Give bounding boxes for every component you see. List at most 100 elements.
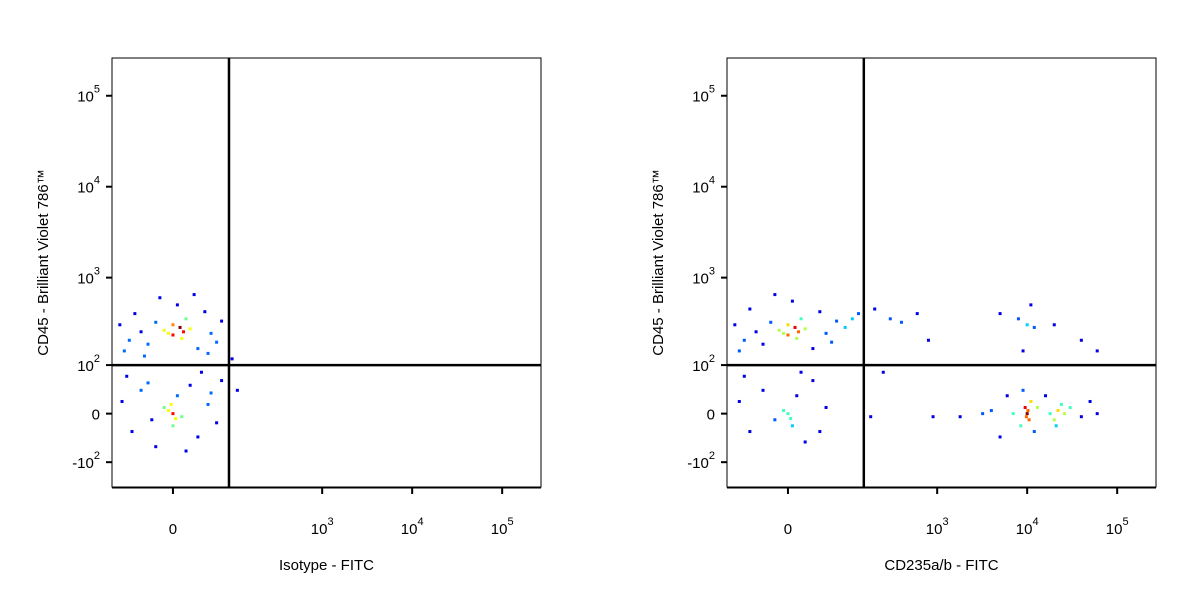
event-dot [790, 299, 794, 303]
event-dot [830, 340, 834, 344]
event-dot [174, 417, 178, 421]
event-dot [761, 388, 765, 392]
event-dot [150, 418, 154, 422]
x-tick-label-exponent: 4 [417, 516, 423, 528]
event-dot [196, 435, 200, 439]
event-dot [215, 340, 219, 344]
y-tick-label: 104 [77, 175, 100, 197]
x-tick-label-base: 10 [1016, 521, 1033, 538]
x-tick-label-exponent: 5 [507, 516, 513, 528]
event-dot [796, 330, 800, 334]
y-tick-label-base: -10 [72, 455, 94, 472]
event-dot [733, 323, 737, 327]
event-dot [1023, 405, 1027, 409]
event-dot [1095, 349, 1099, 353]
event-dot [998, 312, 1002, 316]
y-tick-label-exponent: 3 [709, 266, 715, 278]
event-dot [888, 317, 892, 321]
x-tick-label: 105 [491, 516, 514, 538]
event-dot [850, 317, 854, 321]
event-dot [773, 418, 777, 422]
y-tick-label-exponent: 2 [94, 353, 100, 365]
event-dot [869, 415, 873, 419]
event-dot [843, 325, 847, 329]
event-dot [1052, 323, 1056, 327]
event-dot [1019, 424, 1023, 428]
event-dot [122, 349, 126, 353]
y-tick-label: 104 [692, 175, 715, 197]
event-dot [998, 435, 1002, 439]
event-dot [1056, 409, 1060, 413]
x-tick-label-base: 10 [401, 521, 418, 538]
y-tick-label-base: 10 [692, 271, 709, 288]
event-dot [1044, 394, 1048, 398]
event-dot [748, 307, 752, 311]
event-dot [175, 303, 179, 307]
event-dot [1025, 412, 1029, 416]
event-dot [139, 388, 143, 392]
event-dot [793, 325, 797, 329]
x-axis-title: Isotype - FITC [279, 557, 374, 574]
event-dot [824, 405, 828, 409]
event-dot [1035, 405, 1039, 409]
event-dot [215, 421, 219, 425]
x-tick-label: 103 [311, 516, 334, 538]
event-dot [146, 381, 150, 385]
y-axis-title: CD45 - Brilliant Violet 786™ [650, 169, 667, 355]
event-dot [1032, 430, 1036, 434]
event-dot [835, 319, 839, 323]
event-dot [171, 412, 175, 416]
event-dot [188, 383, 192, 387]
y-tick-label-exponent: 2 [709, 450, 715, 462]
event-dot [981, 412, 985, 416]
event-dot [169, 402, 173, 406]
y-tick-label-base: 10 [692, 89, 709, 106]
event-dot [178, 325, 182, 329]
y-tick-label: 102 [692, 353, 715, 375]
event-dot [127, 338, 131, 342]
y-tick-label: 0 [92, 407, 100, 424]
x-tick-label: 105 [1106, 516, 1129, 538]
event-dot [1021, 349, 1025, 353]
x-axis-title: CD235a/b - FITC [884, 557, 998, 574]
y-tick-label-exponent: 5 [94, 84, 100, 96]
x-tick-label: 0 [784, 521, 792, 538]
y-tick-label-base: 10 [77, 89, 94, 106]
event-dot [989, 409, 993, 413]
y-tick-label-base: 10 [692, 358, 709, 375]
event-dot [1054, 424, 1058, 428]
event-dot [146, 342, 150, 346]
event-dot [958, 415, 962, 419]
event-dot [1024, 415, 1028, 419]
event-dot [206, 402, 210, 406]
y-tick-label-exponent: 4 [94, 175, 100, 187]
event-dot [209, 331, 213, 335]
x-tick-label-exponent: 5 [1122, 516, 1128, 528]
event-dot [180, 336, 184, 340]
event-dot [175, 394, 179, 398]
event-dot [196, 347, 200, 351]
event-dot [171, 424, 175, 428]
event-dot [220, 319, 224, 323]
event-dot [171, 333, 175, 337]
event-dot [1032, 325, 1036, 329]
event-dot [786, 333, 790, 337]
event-dot [818, 430, 822, 434]
event-dot [209, 391, 213, 395]
event-dot [120, 399, 124, 403]
event-dot [158, 296, 162, 300]
x-tick-label-base: 10 [491, 521, 508, 538]
event-dot [171, 323, 175, 327]
event-dot [737, 399, 741, 403]
event-dot [795, 394, 799, 398]
event-dot [203, 310, 207, 314]
event-dot [220, 379, 224, 383]
event-dot [188, 327, 192, 331]
event-dot [790, 424, 794, 428]
event-dot [811, 347, 815, 351]
event-dot [154, 320, 158, 324]
event-dot [881, 370, 885, 374]
y-tick-label-base: 10 [77, 271, 94, 288]
event-dot [782, 331, 786, 335]
y-tick-label-exponent: 2 [709, 353, 715, 365]
